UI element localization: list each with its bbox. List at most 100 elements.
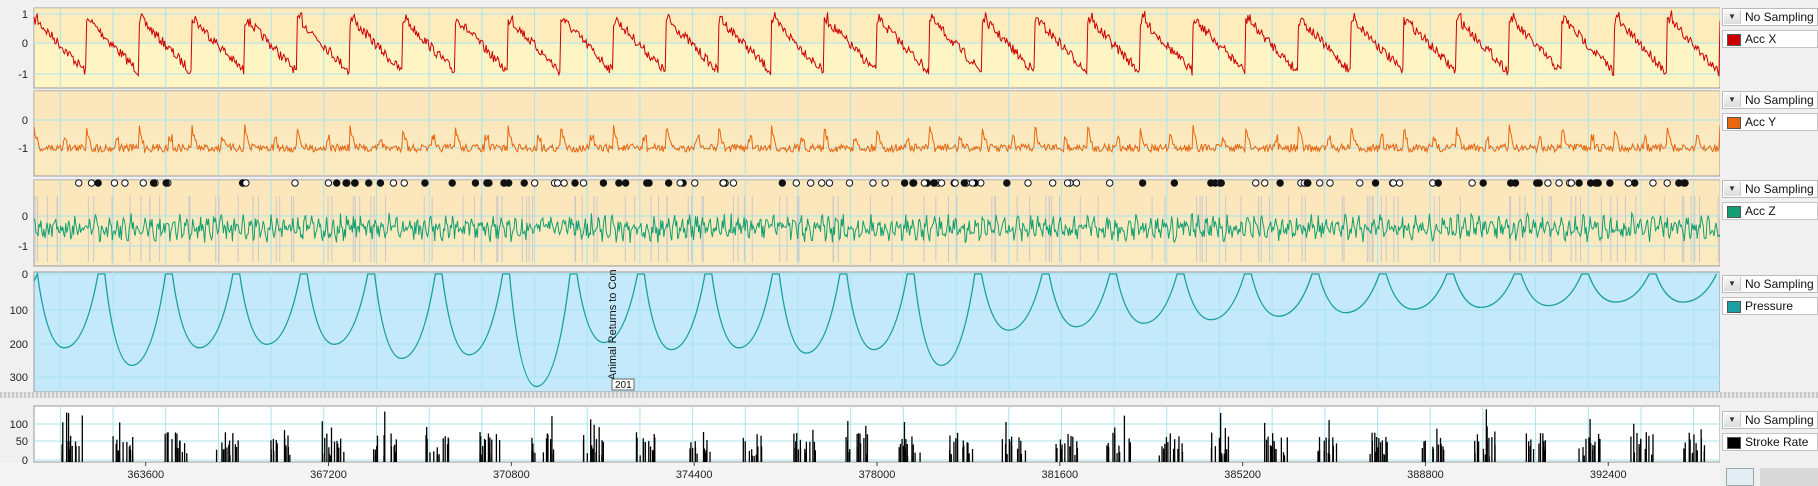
event-marker — [664, 179, 673, 187]
chart-area: 1 0 -1 0 -1 0 -1 0 100 200 300 100 50 0 Animal Returns… — [0, 7, 1720, 486]
x-tick-label: 367200 — [310, 469, 347, 481]
event-marker — [1567, 179, 1575, 187]
event-marker — [365, 179, 373, 187]
series-line-accx — [33, 10, 1720, 78]
event-marker — [471, 179, 480, 187]
event-marker — [324, 179, 333, 187]
x-axis-band — [0, 462, 1720, 486]
event-marker — [778, 179, 787, 187]
event-marker — [121, 179, 129, 187]
event-marker — [869, 179, 877, 187]
event-marker — [900, 179, 909, 187]
event-marker — [1326, 179, 1334, 187]
chevron-down-icon: ▼ — [1724, 10, 1741, 24]
event-marker — [110, 179, 119, 187]
annotation-label: Animal Returns to Con — [607, 269, 619, 380]
event-marker — [400, 179, 408, 187]
event-marker — [1533, 179, 1541, 187]
y-tick-label: 0 — [22, 115, 28, 127]
panel-splitter[interactable] — [0, 392, 1818, 398]
event-marker — [571, 179, 579, 187]
event-marker — [1261, 179, 1269, 187]
event-marker — [643, 179, 651, 187]
y-tick-label: 100 — [10, 305, 28, 317]
annotation-value: 201 — [615, 380, 632, 391]
event-marker — [691, 179, 699, 187]
event-marker — [1631, 179, 1639, 187]
y-tick-label: -1 — [18, 69, 28, 81]
legend-stroke: Stroke Rate — [1722, 433, 1818, 451]
legend-swatch-stroke — [1727, 437, 1741, 449]
y-tick-label: -1 — [18, 241, 28, 253]
event-marker — [1555, 179, 1563, 187]
plot-shade-accz — [34, 180, 1720, 219]
event-marker — [1592, 179, 1600, 187]
event-marker — [1389, 179, 1397, 187]
event-marker — [1675, 179, 1683, 187]
event-marker — [242, 179, 250, 187]
event-marker — [1105, 179, 1114, 187]
sampling-select-pressure[interactable]: ▼ No Sampling — [1722, 275, 1818, 293]
event-marker — [504, 179, 513, 187]
overview-thumbnail-button[interactable] — [1726, 468, 1754, 486]
y-tick-label: 200 — [10, 339, 28, 351]
event-marker — [1575, 179, 1583, 187]
y-tick-label: 0 — [22, 269, 28, 281]
event-marker — [845, 179, 854, 187]
event-marker — [909, 179, 918, 187]
sampling-select-accy[interactable]: ▼ No Sampling — [1722, 91, 1818, 109]
chevron-down-icon: ▼ — [1724, 93, 1741, 107]
x-tick-label: 363600 — [127, 469, 164, 481]
event-marker — [920, 179, 929, 187]
y-tick-label: 0 — [22, 211, 28, 223]
event-marker — [615, 179, 623, 187]
event-marker — [1356, 179, 1364, 187]
event-marker — [1207, 179, 1215, 187]
event-marker — [968, 179, 977, 187]
event-marker — [930, 179, 939, 187]
event-marker — [1606, 179, 1614, 187]
event-marker — [553, 179, 562, 187]
event-marker — [1170, 179, 1179, 187]
series-line-accz — [33, 211, 1720, 244]
event-marker — [1276, 179, 1284, 187]
event-marker — [1003, 179, 1011, 187]
event-marker — [806, 179, 815, 187]
event-marker — [1434, 179, 1442, 187]
event-marker — [676, 179, 684, 187]
event-marker — [291, 179, 299, 187]
legend-pressure: Pressure — [1722, 297, 1818, 315]
sampling-select-stroke[interactable]: ▼ No Sampling — [1722, 411, 1818, 429]
x-tick-label: 374400 — [676, 469, 713, 481]
sampling-select-accz[interactable]: ▼ No Sampling — [1722, 180, 1818, 198]
y-tick-label: 0 — [22, 38, 28, 50]
y-tick-label: 100 — [10, 419, 28, 431]
y-tick-label: 300 — [10, 372, 28, 384]
event-marker — [951, 179, 959, 187]
series-line-accy — [33, 124, 1720, 154]
event-marker — [87, 179, 96, 187]
event-marker — [960, 179, 969, 187]
event-marker — [1649, 179, 1657, 187]
annotation-value-box — [611, 378, 635, 391]
series-line-pressure — [33, 271, 1718, 388]
event-marker — [1663, 179, 1671, 187]
event-marker — [881, 179, 889, 187]
y-tick-label: 1 — [22, 9, 28, 21]
event-marker — [792, 179, 800, 187]
event-marker — [376, 179, 385, 187]
legend-swatch-accy — [1727, 117, 1741, 129]
plot-area-pressure — [33, 271, 1720, 393]
legend-swatch-accz — [1727, 206, 1741, 218]
event-marker — [729, 179, 738, 187]
event-marker — [94, 179, 102, 187]
scroll-corner — [1760, 468, 1818, 486]
sampling-select-accx[interactable]: ▼ No Sampling — [1722, 8, 1818, 26]
event-marker — [1395, 179, 1404, 187]
x-tick-label: 381600 — [1041, 469, 1078, 481]
x-tick-label: 370800 — [493, 469, 530, 481]
event-marker — [1371, 179, 1380, 187]
event-marker — [1252, 179, 1260, 187]
event-marker — [1217, 179, 1225, 187]
x-tick-label: 378000 — [859, 469, 896, 481]
